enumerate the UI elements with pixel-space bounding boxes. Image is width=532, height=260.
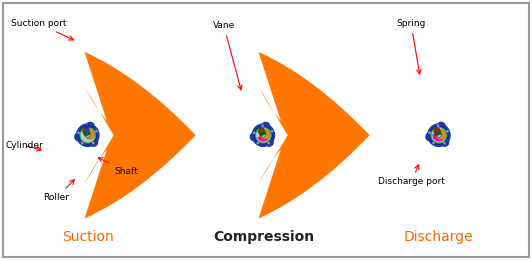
Circle shape (438, 134, 440, 136)
Circle shape (261, 133, 265, 137)
Wedge shape (259, 135, 269, 141)
Circle shape (441, 138, 449, 146)
Circle shape (82, 142, 83, 144)
Circle shape (437, 125, 439, 126)
Circle shape (257, 142, 259, 144)
Circle shape (432, 128, 446, 142)
Text: Vane: Vane (213, 22, 242, 90)
Circle shape (77, 124, 99, 146)
Circle shape (256, 128, 270, 142)
Circle shape (96, 131, 97, 132)
Circle shape (264, 133, 267, 136)
Text: Spring: Spring (396, 19, 426, 74)
Circle shape (87, 132, 93, 138)
Circle shape (437, 122, 445, 130)
Circle shape (80, 127, 96, 143)
Circle shape (262, 125, 263, 126)
Text: Compression: Compression (213, 230, 314, 244)
Wedge shape (433, 135, 444, 141)
Circle shape (261, 130, 270, 139)
Circle shape (430, 127, 447, 144)
Circle shape (85, 130, 94, 139)
Circle shape (254, 132, 255, 133)
Circle shape (428, 124, 450, 146)
Circle shape (81, 128, 95, 142)
Circle shape (256, 128, 270, 142)
Circle shape (431, 127, 447, 143)
Circle shape (86, 122, 94, 130)
Text: Discharge port: Discharge port (378, 165, 445, 186)
Circle shape (426, 133, 434, 141)
Wedge shape (85, 125, 89, 135)
Circle shape (262, 132, 268, 138)
Circle shape (429, 132, 430, 133)
Circle shape (81, 128, 95, 142)
Text: Discharge: Discharge (404, 230, 473, 244)
Circle shape (87, 134, 89, 136)
Circle shape (262, 134, 264, 136)
Circle shape (436, 130, 445, 139)
Circle shape (433, 142, 434, 144)
Circle shape (265, 138, 273, 146)
Circle shape (447, 131, 448, 132)
Circle shape (262, 122, 270, 130)
Circle shape (251, 133, 259, 141)
Circle shape (437, 133, 441, 137)
Circle shape (271, 131, 272, 132)
Text: Cylinder: Cylinder (5, 141, 43, 151)
Circle shape (75, 133, 83, 141)
Circle shape (86, 125, 88, 126)
Circle shape (432, 128, 446, 142)
Circle shape (86, 133, 90, 137)
Circle shape (444, 142, 445, 144)
Circle shape (255, 127, 271, 143)
Circle shape (439, 133, 443, 136)
FancyBboxPatch shape (3, 3, 529, 257)
Circle shape (252, 124, 275, 146)
Circle shape (93, 142, 94, 144)
Text: Roller: Roller (44, 180, 74, 202)
Circle shape (90, 138, 98, 146)
Circle shape (268, 142, 269, 144)
Circle shape (438, 132, 444, 138)
Circle shape (78, 132, 79, 133)
Text: Suction port: Suction port (11, 19, 73, 40)
Text: Shaft: Shaft (98, 158, 138, 176)
Wedge shape (86, 129, 89, 135)
Circle shape (79, 127, 96, 144)
Circle shape (88, 133, 92, 136)
Text: Suction: Suction (62, 230, 114, 244)
Circle shape (255, 127, 272, 144)
